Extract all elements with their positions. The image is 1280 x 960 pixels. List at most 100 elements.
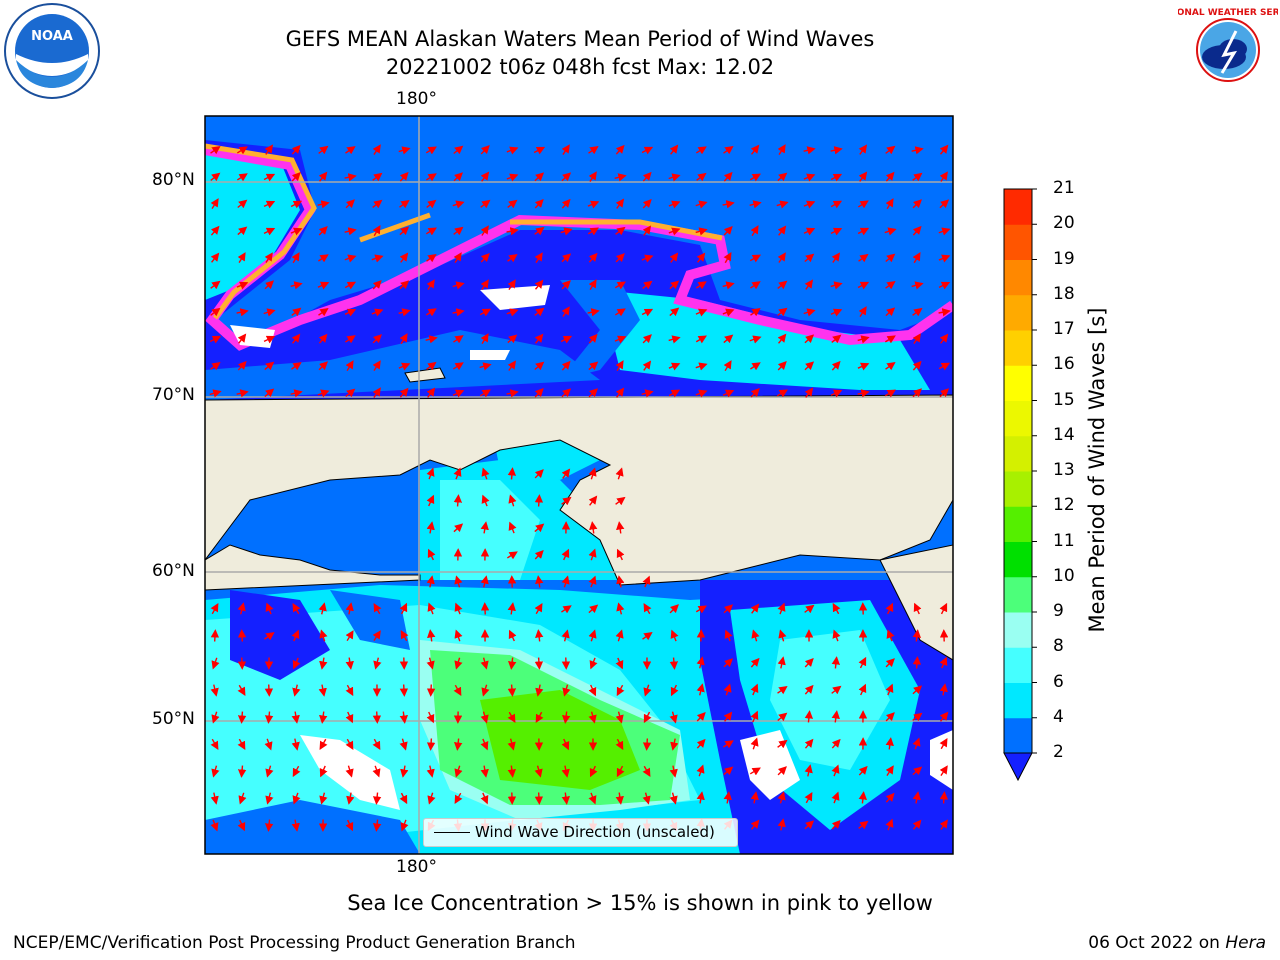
wave-direction-arrow — [318, 602, 327, 615]
colorbar-tick-label: 12 — [1053, 495, 1075, 516]
colorbar-bin — [1004, 682, 1032, 719]
wave-direction-arrow — [346, 792, 355, 805]
wave-direction-arrow — [857, 389, 870, 398]
wave-direction-arrow — [669, 765, 678, 778]
wave-direction-arrow — [290, 389, 303, 398]
wave-direction-arrow — [614, 335, 627, 344]
wave-direction-arrow — [938, 227, 951, 236]
wave-direction-arrow — [885, 281, 896, 290]
wave-direction-arrow — [426, 711, 435, 724]
wave-direction-arrow — [372, 172, 383, 182]
wave-direction-arrow — [695, 335, 707, 344]
colorbar-tick-label: 21 — [1053, 178, 1075, 198]
colorbar-bin — [1004, 294, 1032, 331]
wave-direction-arrow — [480, 738, 489, 751]
wave-direction-arrow — [479, 362, 492, 371]
wave-direction-arrow — [803, 227, 816, 236]
wave-direction-arrow — [345, 819, 354, 832]
wave-direction-arrow — [452, 200, 465, 209]
wave-direction-arrow — [777, 602, 786, 615]
wave-direction-arrow — [264, 388, 275, 398]
wave-direction-arrow — [264, 819, 274, 832]
wave-direction-arrow — [858, 144, 868, 155]
wave-direction-arrow — [479, 308, 492, 317]
wave-direction-arrow — [426, 361, 437, 371]
wave-direction-arrow — [588, 711, 597, 724]
wave-direction-arrow — [534, 469, 544, 479]
wave-direction-arrow — [236, 389, 249, 398]
wave-direction-arrow — [508, 657, 517, 670]
wave-direction-arrow — [372, 225, 381, 237]
wave-direction-arrow — [264, 738, 273, 751]
wave-direction-arrow — [885, 818, 894, 831]
wave-direction-arrow — [668, 389, 681, 398]
wave-direction-arrow — [588, 146, 599, 155]
wave-direction-arrow — [534, 307, 545, 317]
wave-direction-arrow — [588, 792, 597, 805]
wave-direction-arrow — [615, 360, 624, 372]
wave-direction-arrow — [804, 361, 815, 371]
wave-direction-arrow — [209, 335, 222, 344]
wave-direction-arrow — [830, 173, 843, 182]
wave-direction-arrow — [453, 494, 463, 507]
wave-direction-arrow — [804, 279, 814, 290]
wave-direction-arrow — [506, 227, 519, 236]
wave-direction-arrow — [319, 792, 328, 805]
wave-direction-arrow — [210, 819, 219, 832]
wave-direction-arrow — [399, 387, 409, 398]
wave-direction-arrow — [695, 362, 708, 371]
wave-direction-arrow — [588, 333, 598, 344]
wave-direction-arrow — [481, 467, 490, 480]
wave-direction-arrow — [886, 629, 895, 642]
colorbar-bin — [1004, 576, 1032, 613]
wave-direction-arrow — [722, 389, 735, 398]
wave-direction-arrow — [399, 602, 408, 615]
colorbar-bin — [1004, 541, 1032, 578]
wave-direction-arrow — [264, 361, 275, 371]
wave-direction-arrow — [372, 630, 381, 641]
wave-direction-arrow — [750, 388, 760, 398]
wave-direction-arrow — [561, 765, 570, 778]
wave-direction-arrow — [210, 738, 219, 751]
wave-direction-arrow — [426, 494, 435, 507]
wave-direction-arrow — [318, 308, 329, 317]
wave-direction-arrow — [830, 146, 843, 155]
colorbar-tick-label: 2 — [1053, 742, 1064, 762]
wave-direction-arrow — [912, 333, 921, 344]
wave-direction-arrow — [319, 629, 328, 642]
wave-direction-arrow — [399, 711, 408, 724]
wave-direction-arrow — [507, 684, 517, 697]
wave-direction-arrow — [858, 820, 869, 830]
wave-direction-arrow — [534, 549, 544, 560]
wave-direction-arrow — [858, 253, 869, 263]
wave-direction-arrow — [264, 280, 275, 290]
wave-direction-arrow — [291, 144, 301, 155]
wave-direction-arrow — [318, 361, 329, 371]
wave-direction-arrow — [427, 629, 436, 642]
wave-direction-arrow — [938, 281, 951, 290]
run-date-text: 06 Oct 2022 on — [1088, 933, 1226, 953]
wave-direction-arrow — [211, 765, 220, 778]
colorbar-tick-label: 9 — [1053, 601, 1064, 621]
wave-direction-arrow — [345, 146, 356, 155]
wave-direction-arrow — [670, 629, 679, 642]
wave-direction-arrow — [695, 146, 707, 155]
wave-direction-arrow — [777, 225, 787, 236]
wave-direction-arrow — [210, 145, 221, 155]
wave-direction-arrow — [534, 172, 545, 182]
wave-direction-arrow — [372, 711, 382, 724]
wave-direction-arrow — [750, 819, 760, 830]
wave-direction-arrow — [400, 765, 409, 778]
wave-direction-arrow — [454, 765, 463, 778]
wave-direction-arrow — [642, 575, 651, 588]
wave-direction-arrow — [454, 629, 463, 642]
wave-direction-arrow — [398, 308, 411, 317]
wave-direction-arrow — [804, 334, 815, 344]
wave-direction-arrow — [317, 200, 330, 209]
wave-direction-arrow — [237, 252, 246, 264]
wave-direction-arrow — [426, 765, 435, 778]
wave-direction-arrow — [804, 253, 815, 263]
wave-direction-arrow — [749, 173, 761, 182]
wave-direction-arrow — [427, 792, 436, 805]
wave-direction-arrow — [508, 494, 517, 507]
